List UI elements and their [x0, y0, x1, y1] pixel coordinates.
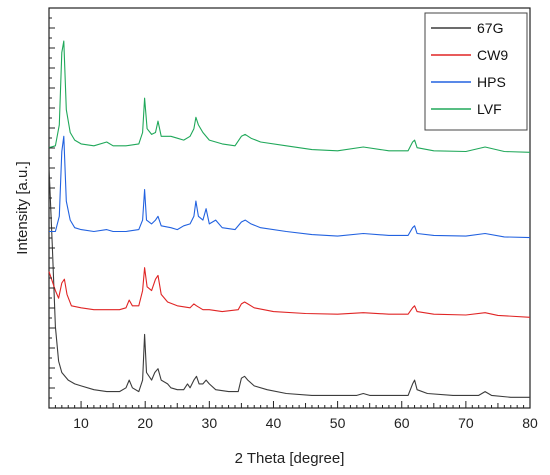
x-axis: 10 20 30 40 50 60 70 80	[48, 401, 538, 431]
x-tick-label: 80	[522, 415, 538, 431]
legend-label-lvf: LVF	[477, 101, 502, 117]
y-axis-title: Intensity [a.u.]	[14, 161, 31, 254]
x-axis-title: 2 Theta [degree]	[235, 450, 345, 467]
x-tick-label: 20	[137, 415, 153, 431]
legend: 67G CW9 HPS LVF	[424, 12, 528, 131]
x-tick-label: 50	[330, 415, 346, 431]
x-tick-label: 70	[458, 415, 474, 431]
legend-label-hps: HPS	[477, 74, 506, 90]
legend-box	[424, 12, 528, 131]
y-axis	[49, 7, 55, 409]
legend-label-67g: 67G	[477, 20, 503, 36]
series-layer	[48, 40, 531, 398]
x-tick-label: 30	[202, 415, 218, 431]
x-tick-label: 40	[266, 415, 282, 431]
x-tick-label: 60	[394, 415, 410, 431]
series-line-lvf	[48, 40, 531, 153]
series-line-cw9	[48, 267, 531, 318]
series-line-hps	[49, 135, 531, 239]
legend-label-cw9: CW9	[477, 47, 508, 63]
series-line-67g	[48, 166, 530, 398]
x-tick-label: 10	[73, 415, 89, 431]
